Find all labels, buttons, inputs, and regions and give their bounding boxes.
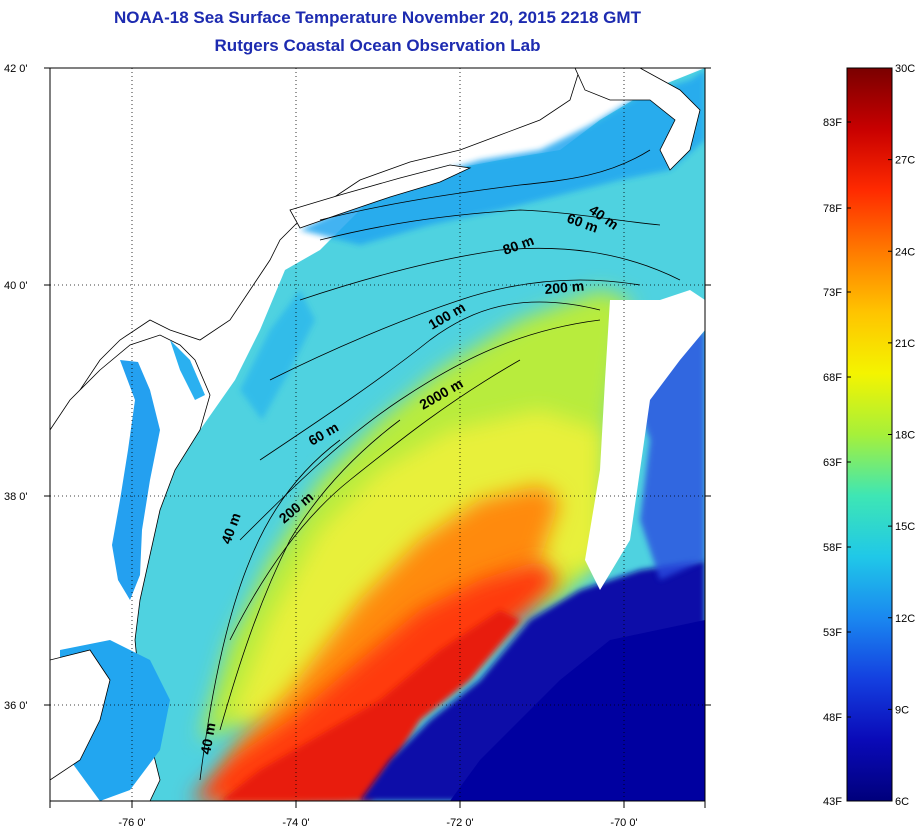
colorbar-c-label: 15C — [895, 521, 915, 533]
lat-label: 42 0' — [4, 63, 28, 75]
land-long-island — [289, 164, 472, 229]
lat-label: 36 0' — [4, 700, 28, 712]
bathymetry-contours — [199, 149, 681, 781]
chesapeake-bay — [112, 360, 160, 600]
colorbar-f-label: 53F — [823, 627, 842, 639]
colorbar-f-label: 43F — [823, 796, 842, 808]
colorbar-f-label: 48F — [823, 712, 842, 724]
cloud-mask — [585, 290, 705, 590]
colorbar-c-label: 18C — [895, 430, 915, 442]
lon-label: -76 0' — [118, 817, 145, 829]
lon-label: -74 0' — [282, 817, 309, 829]
land-new-england — [50, 68, 581, 431]
colorbar-f-label: 58F — [823, 542, 842, 554]
contour-label: 40 m — [197, 721, 218, 755]
lon-label: -72 0' — [446, 817, 473, 829]
colorbar-c-label: 24C — [895, 246, 915, 258]
lat-label: 40 0' — [4, 280, 28, 292]
colorbar-f-label: 68F — [823, 372, 842, 384]
lon-label: -70 0' — [610, 817, 637, 829]
land-cape-cod — [574, 68, 701, 171]
axis-ticks — [44, 67, 711, 808]
colorbar-c-label: 30C — [895, 63, 915, 75]
sst-imagery: 40 m 60 m 80 m 200 m 100 m 2000 m 60 m 2… — [50, 68, 705, 801]
lat-label: 38 0' — [4, 491, 28, 503]
colorbar: 83F 78F 73F 68F 63F 58F 53F 48F 43F 30C 27C 24C 21C… — [823, 63, 915, 808]
map-title: NOAA-18 Sea Surface Temperature November… — [114, 8, 641, 27]
colorbar-gradient — [846, 67, 893, 802]
coastal-water — [300, 70, 705, 245]
colorbar-c-label: 12C — [895, 613, 915, 625]
colorbar-c-label: 27C — [895, 155, 915, 167]
contour-label: 200 m — [544, 278, 585, 297]
colorbar-c-label: 6C — [895, 796, 909, 808]
map-subtitle: Rutgers Coastal Ocean Observation Lab — [214, 36, 541, 55]
colorbar-f-label: 78F — [823, 203, 842, 215]
colorbar-f-label: 63F — [823, 457, 842, 469]
colorbar-c-label: 9C — [895, 704, 909, 716]
colorbar-f-label: 83F — [823, 117, 842, 129]
map-frame — [49, 67, 706, 802]
colorbar-c-label: 21C — [895, 338, 915, 350]
colorbar-f-label: 73F — [823, 287, 842, 299]
